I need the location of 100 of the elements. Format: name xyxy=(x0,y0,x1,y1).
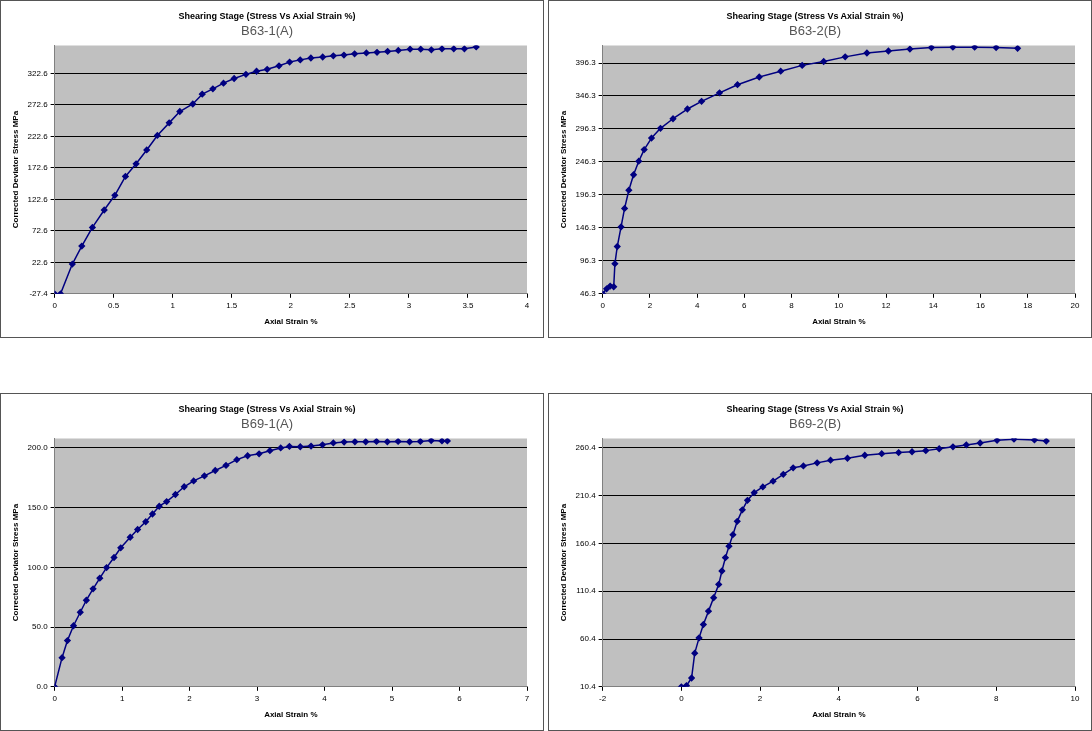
point xyxy=(684,105,691,113)
point xyxy=(450,45,458,53)
y-tick-label: 210.4 xyxy=(575,490,597,500)
point xyxy=(190,477,197,485)
point xyxy=(1014,45,1021,52)
y-tick-label: 72.6 xyxy=(32,226,49,236)
x-tick-label: 2 xyxy=(187,693,193,703)
point xyxy=(165,119,173,127)
point xyxy=(134,526,141,533)
point xyxy=(394,47,402,54)
x-tick-label: -2 xyxy=(599,693,607,703)
x-tick-label: 8 xyxy=(789,300,795,310)
point xyxy=(319,53,327,61)
y-tick-label: 22.6 xyxy=(32,257,49,267)
point xyxy=(286,58,293,66)
x-tick-label: 1 xyxy=(119,693,125,703)
y-tick-label: 122.6 xyxy=(27,194,49,204)
point xyxy=(688,674,695,682)
point xyxy=(201,472,208,480)
y-tick-label: 272.6 xyxy=(27,100,49,110)
point xyxy=(319,441,326,449)
point xyxy=(296,443,304,451)
point xyxy=(729,531,737,539)
point xyxy=(277,444,285,452)
x-tick-label: 4 xyxy=(524,300,530,310)
x-tick-label: 10 xyxy=(834,300,844,310)
point xyxy=(648,134,655,142)
point xyxy=(992,45,1000,51)
point xyxy=(230,75,238,82)
point xyxy=(427,438,435,444)
point xyxy=(841,53,849,61)
point xyxy=(417,438,424,445)
point xyxy=(68,260,76,268)
point xyxy=(716,89,723,97)
point xyxy=(363,49,370,57)
point xyxy=(472,45,480,51)
point xyxy=(949,45,957,51)
x-tick-label: 0 xyxy=(52,300,58,310)
x-tick-label: 2 xyxy=(757,693,763,703)
point xyxy=(180,483,188,491)
y-tick-label: 296.3 xyxy=(575,124,597,134)
x-tick-label: 2 xyxy=(647,300,653,310)
chart-title: Shearing Stage (Stress Vs Axial Strain %) xyxy=(178,403,356,414)
chart-title: Shearing Stage (Stress Vs Axial Strain %) xyxy=(178,10,356,21)
point xyxy=(461,45,468,53)
point xyxy=(878,450,886,458)
point xyxy=(715,581,723,588)
x-tick-label: 2.5 xyxy=(344,300,356,310)
point xyxy=(733,517,741,525)
y-axis-title: Corrected Deviator Stress MPa xyxy=(11,110,20,229)
x-tick-label: 0 xyxy=(52,693,58,703)
y-tick-label: 96.3 xyxy=(580,256,597,266)
point xyxy=(928,45,935,51)
y-tick-label: 100.0 xyxy=(27,562,49,572)
point xyxy=(209,85,217,93)
point xyxy=(82,596,90,604)
point xyxy=(813,459,821,467)
point xyxy=(827,456,834,464)
point xyxy=(895,449,902,456)
x-tick-label: 1 xyxy=(170,300,176,310)
y-tick-label: 150.0 xyxy=(27,502,49,512)
point xyxy=(132,160,140,168)
x-tick-label: 0.5 xyxy=(108,300,120,310)
point xyxy=(1042,438,1050,445)
point xyxy=(963,441,970,449)
point xyxy=(275,62,283,70)
point xyxy=(253,67,260,75)
x-tick-label: 0 xyxy=(679,693,685,703)
point xyxy=(993,438,1001,444)
x-tick-label: 4 xyxy=(694,300,700,310)
point xyxy=(922,447,930,454)
point xyxy=(610,283,618,291)
point xyxy=(976,439,984,447)
point xyxy=(683,682,690,687)
point xyxy=(143,146,151,154)
point xyxy=(163,498,170,505)
y-tick-label: 10.4 xyxy=(580,682,597,691)
point xyxy=(603,285,610,293)
point xyxy=(296,56,304,64)
x-axis-title: Axial Strain % xyxy=(264,710,318,720)
y-tick-label: 0.0 xyxy=(36,682,49,691)
point xyxy=(351,50,358,58)
point xyxy=(329,52,337,60)
point xyxy=(155,502,163,510)
point xyxy=(100,206,108,214)
point xyxy=(613,243,621,250)
point xyxy=(695,634,703,642)
x-tick-label: 6 xyxy=(457,693,463,703)
y-axis-title: Corrected Deviator Stress MPa xyxy=(559,503,568,622)
point xyxy=(1031,438,1038,444)
point xyxy=(198,90,206,98)
point xyxy=(111,191,119,199)
x-tick-label: 20 xyxy=(1070,300,1080,310)
point xyxy=(722,554,729,561)
y-tick-label: 60.4 xyxy=(580,634,597,644)
x-tick-label: 3.5 xyxy=(462,300,475,310)
point xyxy=(103,564,110,571)
point xyxy=(444,438,451,445)
point xyxy=(971,45,978,51)
point xyxy=(362,438,370,446)
